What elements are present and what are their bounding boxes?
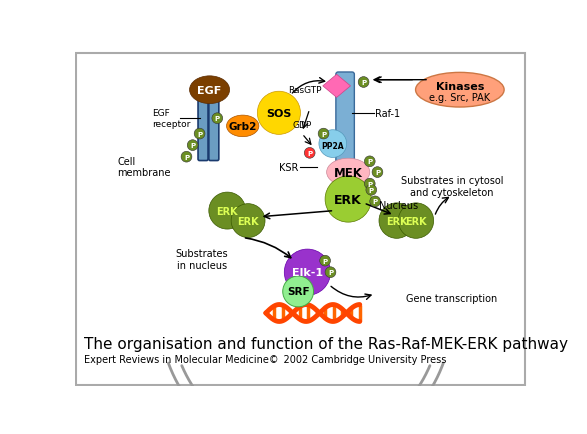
Text: RasGTP: RasGTP (288, 86, 321, 95)
Circle shape (283, 276, 313, 307)
Text: P: P (373, 199, 377, 205)
Circle shape (194, 129, 205, 140)
Circle shape (325, 267, 336, 278)
Text: P: P (307, 151, 312, 157)
Circle shape (358, 77, 369, 88)
Text: ERK: ERK (386, 216, 407, 226)
Text: Kinases: Kinases (436, 82, 484, 92)
Text: EGF
receptor: EGF receptor (152, 109, 190, 128)
Ellipse shape (190, 77, 230, 104)
Circle shape (231, 204, 265, 238)
Text: Expert Reviews in Molecular Medicine© 2002 Cambridge University Press: Expert Reviews in Molecular Medicine© 20… (84, 355, 447, 365)
FancyBboxPatch shape (336, 73, 355, 212)
Text: ERK: ERK (217, 206, 238, 216)
Polygon shape (323, 75, 350, 98)
Circle shape (320, 256, 330, 266)
Text: GDP: GDP (292, 121, 312, 130)
Text: P: P (361, 80, 366, 86)
Ellipse shape (326, 159, 370, 187)
Circle shape (370, 197, 380, 207)
Text: e.g. Src, PAK: e.g. Src, PAK (429, 93, 490, 103)
Text: Cell
membrane: Cell membrane (117, 157, 171, 178)
Circle shape (325, 177, 372, 223)
Text: MEK: MEK (334, 166, 363, 179)
FancyBboxPatch shape (209, 89, 219, 161)
Circle shape (257, 92, 301, 135)
Text: P: P (328, 270, 333, 276)
Circle shape (304, 148, 315, 159)
Circle shape (365, 179, 375, 190)
Text: Nucleus: Nucleus (379, 201, 418, 211)
Text: ERK: ERK (237, 216, 259, 226)
Circle shape (319, 131, 347, 158)
Text: PP2A: PP2A (322, 141, 344, 150)
Text: Raf-1: Raf-1 (375, 108, 400, 118)
Text: P: P (367, 159, 372, 165)
Circle shape (379, 204, 414, 239)
Text: P: P (184, 155, 189, 160)
Circle shape (372, 168, 383, 178)
Circle shape (398, 204, 434, 239)
Text: P: P (375, 170, 380, 176)
Text: Substrates
in nucleus: Substrates in nucleus (176, 249, 228, 270)
Text: KSR: KSR (279, 162, 298, 172)
Text: ERK: ERK (335, 193, 362, 206)
Text: SOS: SOS (266, 108, 292, 118)
Text: Substrates in cytosol
and cytoskeleton: Substrates in cytosol and cytoskeleton (401, 176, 504, 197)
Circle shape (187, 141, 198, 151)
Text: P: P (322, 258, 328, 264)
Circle shape (181, 152, 192, 163)
Text: P: P (190, 143, 195, 149)
Text: Elk-1: Elk-1 (292, 268, 323, 278)
Circle shape (366, 185, 377, 196)
Circle shape (209, 193, 246, 230)
Text: ERK: ERK (405, 216, 427, 226)
Circle shape (365, 157, 375, 168)
Text: P: P (369, 187, 374, 194)
Text: P: P (367, 181, 372, 187)
Circle shape (284, 250, 330, 296)
Ellipse shape (416, 73, 504, 108)
Text: P: P (321, 132, 326, 137)
Text: Gene transcription: Gene transcription (406, 293, 497, 303)
Text: EGF: EGF (197, 85, 222, 95)
Circle shape (212, 114, 222, 124)
Text: SRF: SRF (287, 287, 309, 297)
Text: The organisation and function of the Ras-Raf-MEK-ERK pathway: The organisation and function of the Ras… (84, 336, 568, 352)
FancyBboxPatch shape (198, 89, 208, 161)
Circle shape (318, 129, 329, 140)
Text: P: P (215, 116, 220, 122)
Text: P: P (197, 132, 202, 137)
Text: Grb2: Grb2 (228, 122, 257, 132)
Ellipse shape (227, 116, 259, 137)
